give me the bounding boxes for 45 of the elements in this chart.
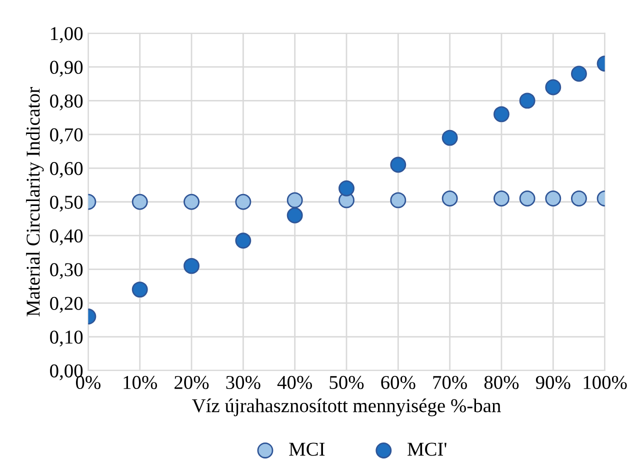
legend-label: MCI [289, 442, 325, 456]
point [235, 232, 252, 249]
x-tick-label: 100% [584, 376, 627, 390]
point [390, 192, 406, 208]
x-tick-label: 50% [330, 376, 364, 390]
x-tick-label: 40% [277, 376, 312, 390]
point [338, 180, 354, 196]
point [235, 194, 252, 210]
point [570, 190, 587, 206]
y-tick-label: 0,10 [50, 330, 83, 347]
point [494, 190, 510, 206]
x-tick-label: 20% [174, 376, 209, 390]
point [570, 66, 587, 82]
x-tick-label: 30% [226, 376, 260, 390]
y-tick-label: 0,30 [50, 263, 83, 280]
point [286, 207, 303, 224]
legend-label: MCI' [408, 442, 446, 456]
x-tick-label: 70% [433, 376, 467, 390]
y-tick-label: 0,40 [50, 229, 83, 246]
y-tick-label: 0,90 [50, 60, 83, 77]
point [132, 194, 148, 210]
point [286, 192, 303, 208]
y-tick-label: 0,20 [50, 296, 83, 313]
y-tick-label: 0,80 [50, 94, 83, 110]
point [390, 156, 406, 173]
x-tick-label: 10% [124, 376, 158, 390]
point [184, 194, 200, 210]
x-axis-title: Víz újrahasznosított mennyisége %-ban [192, 398, 501, 416]
x-tick-label: 90% [536, 376, 570, 390]
y-tick-label: 1,00 [51, 27, 83, 43]
point [545, 79, 562, 96]
y-axis-title: Material Circularity Indicator [26, 87, 44, 316]
y-tick-label: 0,50 [50, 196, 83, 212]
x-tick-label: 60% [381, 376, 416, 390]
point [519, 190, 536, 206]
y-tick-label: 0,70 [50, 128, 83, 144]
point [442, 130, 458, 146]
x-tick-label: 80% [484, 376, 519, 390]
point [442, 190, 458, 206]
point [132, 282, 148, 298]
point [494, 106, 510, 122]
point [519, 92, 536, 109]
point [184, 258, 200, 274]
y-tick-label: 0,60 [50, 162, 83, 178]
point [545, 190, 562, 206]
